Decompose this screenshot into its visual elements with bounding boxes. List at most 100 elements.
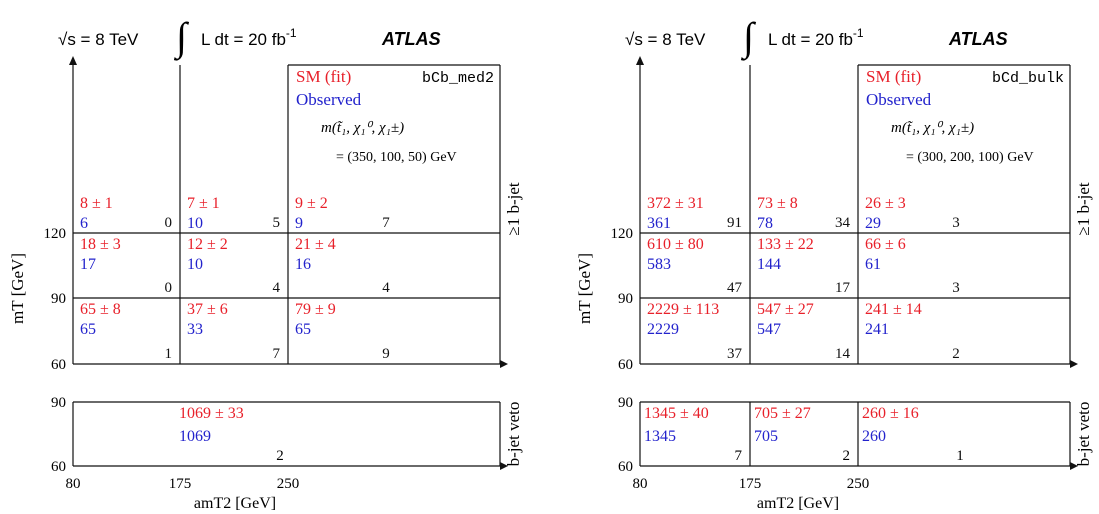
mass-point-label: m(t̃₁, χ₁⁰, χ₁±) <box>321 120 404 136</box>
energy-label: √s = 8 TeV <box>58 30 139 49</box>
fit-value: 18 ± 3 <box>80 236 121 253</box>
luminosity-text: L dt = 20 fb <box>201 30 286 49</box>
veto-x-axis-arrow <box>1070 462 1078 470</box>
signal-value: 2 <box>843 448 851 464</box>
cell-bjet-r1-c0: 18 ± 3 17 0 <box>80 236 172 296</box>
y-tick-label: 60 <box>51 459 66 475</box>
observed-value: 547 <box>757 321 781 338</box>
x-axis-arrow <box>500 360 508 368</box>
cell-bveto-c0: 1345 ± 40 1345 7 <box>644 405 743 464</box>
observed-value: 1345 <box>644 428 676 445</box>
fit-value: 66 ± 6 <box>865 236 906 253</box>
legend-observed: Observed <box>866 90 932 109</box>
observed-value: 17 <box>80 256 96 273</box>
fit-value: 7 ± 1 <box>187 195 220 212</box>
signal-value: 7 <box>735 448 743 464</box>
observed-value: 705 <box>754 428 778 445</box>
luminosity-text: L dt = 20 fb <box>768 30 853 49</box>
cell-bjet-r2-c1: 547 ± 27 547 14 <box>757 301 851 362</box>
signal-value: 34 <box>835 215 851 231</box>
atlas-label: ATLAS <box>381 29 441 49</box>
observed-value: 10 <box>187 215 203 232</box>
signal-value: 3 <box>952 215 960 231</box>
luminosity-exponent: -1 <box>286 26 297 40</box>
x-tick-label: 175 <box>169 476 192 492</box>
observed-value: 6 <box>80 215 88 232</box>
fit-value: 2229 ± 113 <box>647 301 719 318</box>
fit-value: 21 ± 4 <box>295 236 336 253</box>
fit-value: 1345 ± 40 <box>644 405 709 422</box>
signal-value: 7 <box>382 215 390 231</box>
cell-bveto-c2: 260 ± 16 260 1 <box>862 405 964 464</box>
signal-value: 47 <box>727 280 743 296</box>
x-tick-label: 80 <box>633 476 648 492</box>
observed-value: 9 <box>295 215 303 232</box>
observed-value: 65 <box>295 321 311 338</box>
observed-value: 241 <box>865 321 889 338</box>
y-axis-arrow <box>636 56 644 65</box>
signal-value: 2 <box>952 346 960 362</box>
panel-bcd-bulk: √s = 8 TeV ∫ L dt = 20 fb-1 ATLAS 120 90 60 SM … <box>575 14 1093 512</box>
fit-value: 12 ± 2 <box>187 236 228 253</box>
fit-value: 241 ± 14 <box>865 301 922 318</box>
fit-value: 65 ± 8 <box>80 301 121 318</box>
fit-value: 260 ± 16 <box>862 405 919 422</box>
signal-value: 1 <box>165 346 173 362</box>
x-tick-label: 175 <box>739 476 762 492</box>
y-axis-arrow <box>69 56 77 65</box>
cell-bjet-r1-c1: 12 ± 2 10 4 <box>187 236 281 296</box>
x-axis-arrow <box>1070 360 1078 368</box>
cell-bjet-r1-c2: 21 ± 4 16 4 <box>295 236 390 296</box>
signal-value: 1 <box>956 448 964 464</box>
cell-bjet-r1-c0: 610 ± 80 583 47 <box>647 236 743 296</box>
legend-observed: Observed <box>296 90 362 109</box>
cell-bjet-r0-c1: 73 ± 8 78 34 <box>757 195 851 232</box>
observed-value: 2229 <box>647 321 679 338</box>
fit-value: 133 ± 22 <box>757 236 814 253</box>
luminosity-label: L dt = 20 fb-1 <box>768 26 864 49</box>
signal-value: 2 <box>276 448 284 464</box>
cell-bjet-r1-c2: 66 ± 6 61 3 <box>865 236 960 296</box>
fit-value: 37 ± 6 <box>187 301 228 318</box>
signal-value: 4 <box>382 280 390 296</box>
signal-region-name: bCb_med2 <box>422 70 494 87</box>
energy-label: √s = 8 TeV <box>625 30 706 49</box>
fit-value: 79 ± 9 <box>295 301 336 318</box>
cell-bjet-r0-c2: 9 ± 2 9 7 <box>295 195 390 232</box>
signal-value: 4 <box>273 280 281 296</box>
signal-value: 0 <box>165 215 173 231</box>
y-tick-label: 120 <box>44 226 67 242</box>
y-tick-label: 60 <box>618 459 633 475</box>
fit-value: 73 ± 8 <box>757 195 798 212</box>
observed-value: 29 <box>865 215 881 232</box>
x-axis-title: amT2 [GeV] <box>757 495 839 512</box>
cell-bjet-r0-c2: 26 ± 3 29 3 <box>865 195 960 232</box>
right-label-bveto: b-jet veto <box>504 402 523 467</box>
fit-value: 372 ± 31 <box>647 195 704 212</box>
y-axis-title: mT [GeV] <box>575 253 594 324</box>
cell-bjet-r2-c0: 2229 ± 113 2229 37 <box>647 301 743 362</box>
cell-bjet-r1-c1: 133 ± 22 144 17 <box>757 236 851 296</box>
x-tick-label: 80 <box>66 476 81 492</box>
cell-bveto-c1: 705 ± 27 705 2 <box>754 405 850 464</box>
observed-value: 61 <box>865 256 881 273</box>
fit-value: 8 ± 1 <box>80 195 113 212</box>
fit-value: 705 ± 27 <box>754 405 811 422</box>
fit-value: 610 ± 80 <box>647 236 704 253</box>
observed-value: 583 <box>647 256 671 273</box>
right-label-bveto: b-jet veto <box>1074 402 1093 467</box>
signal-value: 14 <box>835 346 851 362</box>
observed-value: 65 <box>80 321 96 338</box>
panel-bcb-med2: √s = 8 TeV ∫ L dt = 20 fb-1 ATLAS1209060SM … <box>8 14 523 512</box>
cell-bjet-r2-c2: 241 ± 14 241 2 <box>865 301 960 362</box>
observed-value: 16 <box>295 256 311 273</box>
signal-value: 91 <box>727 215 742 231</box>
observed-value: 78 <box>757 215 773 232</box>
mass-point-label: m(t̃₁, χ₁⁰, χ₁±) <box>891 120 974 136</box>
fit-value: 547 ± 27 <box>757 301 814 318</box>
fit-value: 1069 ± 33 <box>179 405 244 422</box>
fit-value: 9 ± 2 <box>295 195 328 212</box>
observed-value: 361 <box>647 215 671 232</box>
integral-sign: ∫ <box>740 14 757 61</box>
